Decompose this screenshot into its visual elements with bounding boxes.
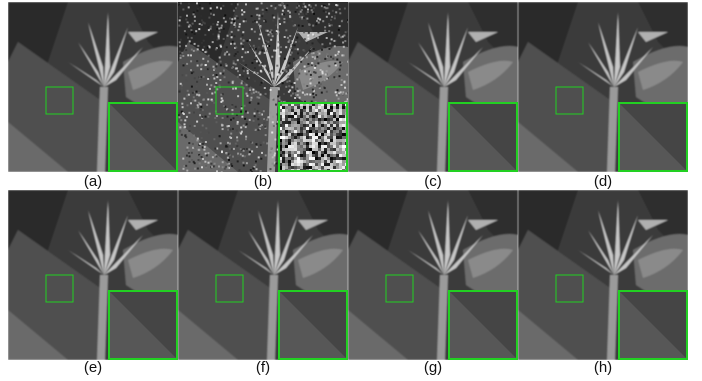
region-box: [45, 86, 74, 115]
panel-a: [8, 2, 178, 172]
region-box: [385, 86, 414, 115]
panel-f: [178, 190, 348, 360]
region-box: [215, 274, 244, 303]
panel-d: [518, 2, 688, 172]
zoom-inset: [448, 290, 518, 360]
zoom-inset: [278, 290, 348, 360]
zoom-inset: [108, 102, 178, 172]
region-box: [45, 274, 74, 303]
region-box: [555, 274, 584, 303]
scene-image: [178, 190, 348, 360]
panel-c: [348, 2, 518, 172]
scene-image: [518, 190, 688, 360]
caption-a: (a): [83, 173, 103, 190]
scene-image: [8, 190, 178, 360]
zoom-inset: [618, 102, 688, 172]
scene-image: [8, 2, 178, 172]
panel-g: [348, 190, 518, 360]
zoom-inset: [448, 102, 518, 172]
panel-b: [178, 2, 348, 172]
caption-h: (h): [593, 359, 613, 376]
scene-image: [348, 190, 518, 360]
zoom-inset: [618, 290, 688, 360]
scene-image: [178, 2, 348, 172]
panel-h: [518, 190, 688, 360]
region-box: [555, 86, 584, 115]
zoom-inset: [278, 102, 348, 172]
caption-b: (b): [253, 173, 273, 190]
scene-image: [348, 2, 518, 172]
region-box: [385, 274, 414, 303]
caption-g: (g): [423, 359, 443, 376]
caption-f: (f): [255, 359, 271, 376]
panel-e: [8, 190, 178, 360]
zoom-inset: [108, 290, 178, 360]
caption-e: (e): [83, 359, 103, 376]
caption-c: (c): [424, 173, 442, 190]
region-box: [215, 86, 244, 115]
caption-d: (d): [593, 173, 613, 190]
scene-image: [518, 2, 688, 172]
